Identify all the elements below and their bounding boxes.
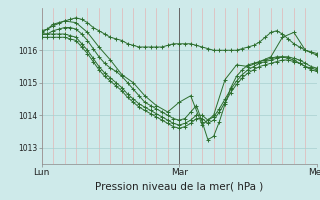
X-axis label: Pression niveau de la mer( hPa ): Pression niveau de la mer( hPa ) <box>95 181 263 191</box>
